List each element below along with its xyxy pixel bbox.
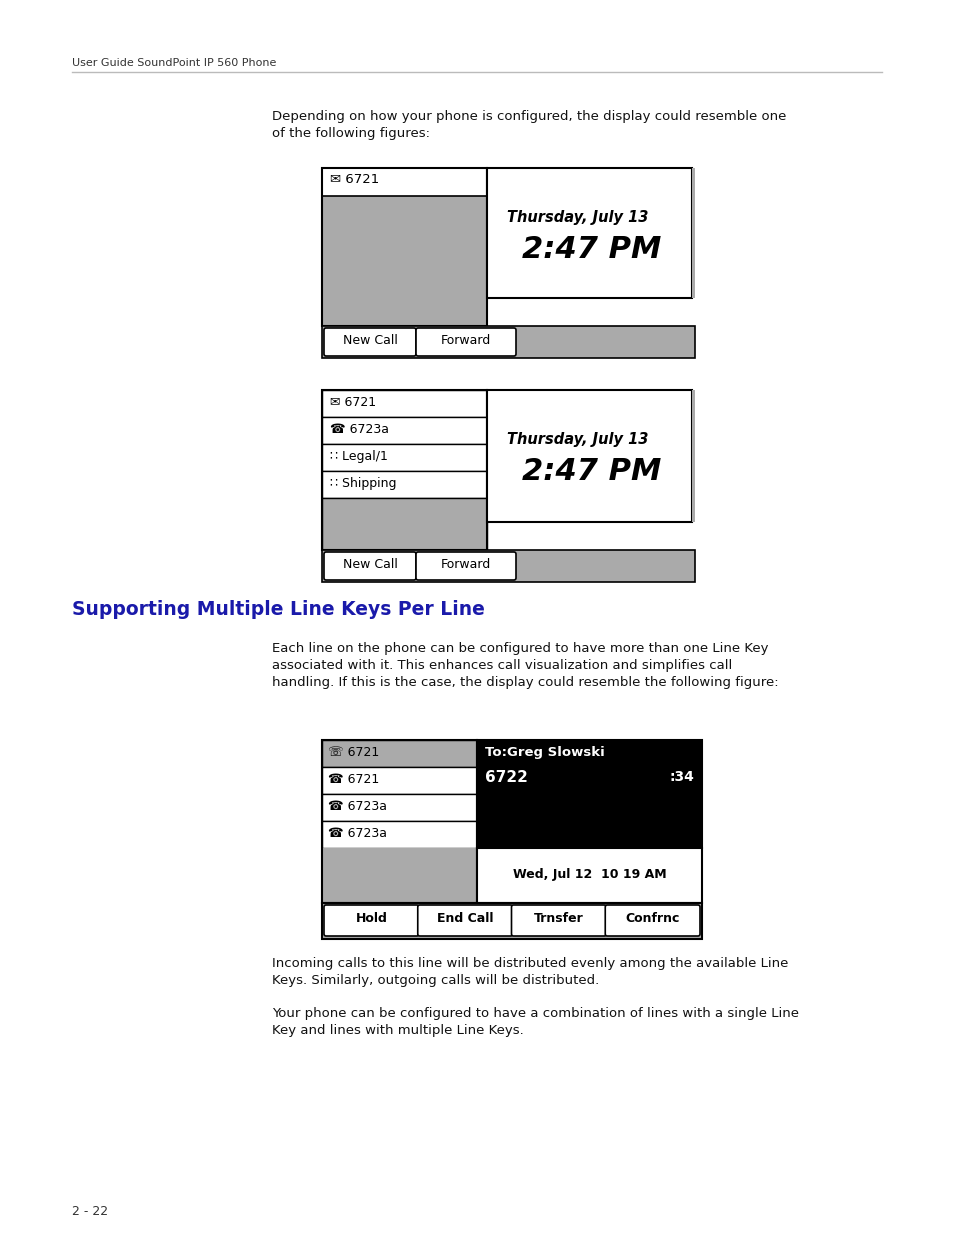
Bar bbox=[322, 550, 695, 582]
Bar bbox=[322, 390, 486, 550]
Text: ✉ 6721: ✉ 6721 bbox=[330, 173, 379, 186]
Bar bbox=[322, 196, 486, 326]
Bar bbox=[322, 168, 486, 326]
Text: ☎ 6723a: ☎ 6723a bbox=[330, 424, 389, 436]
Bar bbox=[322, 326, 695, 358]
Bar bbox=[476, 848, 701, 903]
Text: Supporting Multiple Line Keys Per Line: Supporting Multiple Line Keys Per Line bbox=[71, 600, 484, 619]
Bar bbox=[322, 417, 486, 445]
Text: ✉ 6721: ✉ 6721 bbox=[330, 396, 375, 409]
Bar bbox=[476, 740, 701, 848]
Text: 2 - 22: 2 - 22 bbox=[71, 1205, 108, 1218]
Text: Trnsfer: Trnsfer bbox=[534, 911, 583, 925]
Text: Hold: Hold bbox=[355, 911, 387, 925]
Bar bbox=[691, 168, 695, 298]
Text: New Call: New Call bbox=[342, 558, 397, 571]
FancyBboxPatch shape bbox=[416, 552, 516, 580]
Text: 2:47 PM: 2:47 PM bbox=[521, 457, 660, 487]
Text: Thursday, July 13: Thursday, July 13 bbox=[506, 210, 648, 225]
Text: Wed, Jul 12  10 19 AM: Wed, Jul 12 10 19 AM bbox=[512, 868, 665, 881]
Bar bbox=[322, 821, 476, 848]
Bar bbox=[322, 471, 486, 498]
Bar bbox=[322, 903, 701, 939]
Bar bbox=[322, 767, 476, 794]
Text: :34: :34 bbox=[668, 769, 693, 784]
FancyBboxPatch shape bbox=[324, 905, 418, 936]
Bar bbox=[322, 848, 476, 903]
Text: 6722: 6722 bbox=[484, 769, 527, 785]
FancyBboxPatch shape bbox=[324, 552, 416, 580]
Bar bbox=[322, 740, 476, 903]
FancyBboxPatch shape bbox=[417, 905, 512, 936]
Text: ∷ Shipping: ∷ Shipping bbox=[330, 477, 396, 490]
Bar bbox=[322, 498, 486, 550]
Text: To:Greg Slowski: To:Greg Slowski bbox=[484, 746, 604, 760]
Text: ☎ 6723a: ☎ 6723a bbox=[328, 827, 387, 840]
Bar bbox=[322, 390, 486, 417]
FancyBboxPatch shape bbox=[604, 905, 700, 936]
Text: Incoming calls to this line will be distributed evenly among the available Line
: Incoming calls to this line will be dist… bbox=[272, 957, 787, 987]
FancyBboxPatch shape bbox=[416, 329, 516, 356]
Text: End Call: End Call bbox=[436, 911, 493, 925]
Text: Confrnc: Confrnc bbox=[625, 911, 679, 925]
Bar bbox=[486, 168, 691, 298]
Text: New Call: New Call bbox=[342, 333, 397, 347]
Bar bbox=[486, 390, 691, 522]
Text: 2:47 PM: 2:47 PM bbox=[521, 235, 660, 264]
Bar bbox=[322, 445, 486, 471]
Bar bbox=[322, 740, 476, 767]
FancyBboxPatch shape bbox=[511, 905, 605, 936]
Bar bbox=[691, 390, 695, 522]
Text: Depending on how your phone is configured, the display could resemble one
of the: Depending on how your phone is configure… bbox=[272, 110, 785, 140]
Bar bbox=[322, 794, 476, 821]
Text: Each line on the phone can be configured to have more than one Line Key
associat: Each line on the phone can be configured… bbox=[272, 642, 778, 689]
Text: Your phone can be configured to have a combination of lines with a single Line
K: Your phone can be configured to have a c… bbox=[272, 1007, 799, 1037]
Text: Forward: Forward bbox=[440, 558, 491, 571]
Text: User Guide SoundPoint IP 560 Phone: User Guide SoundPoint IP 560 Phone bbox=[71, 58, 276, 68]
Text: Forward: Forward bbox=[440, 333, 491, 347]
Text: ☏ 6721: ☏ 6721 bbox=[328, 746, 379, 760]
Text: ☎ 6723a: ☎ 6723a bbox=[328, 800, 387, 813]
Text: ∷ Legal/1: ∷ Legal/1 bbox=[330, 450, 388, 463]
Text: ☎ 6721: ☎ 6721 bbox=[328, 773, 379, 785]
Text: Thursday, July 13: Thursday, July 13 bbox=[506, 432, 648, 447]
FancyBboxPatch shape bbox=[324, 329, 416, 356]
Bar bbox=[322, 168, 486, 196]
